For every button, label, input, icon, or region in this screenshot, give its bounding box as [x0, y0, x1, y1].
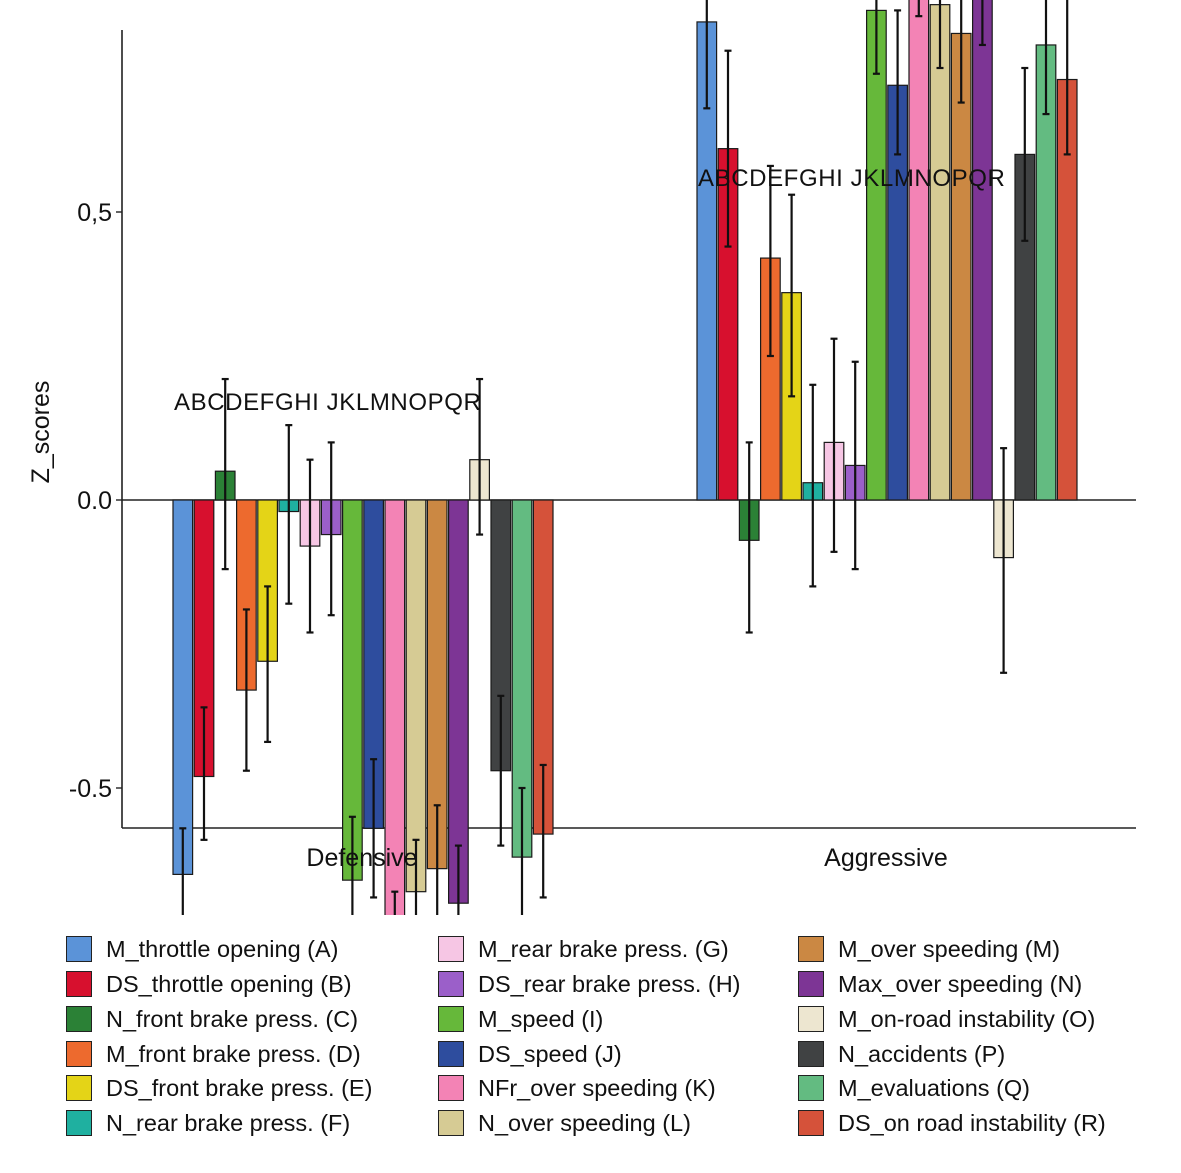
legend-label: DS_on road instability (R) [838, 1109, 1106, 1136]
legend-swatch [66, 936, 92, 962]
legend-item-d: M_front brake press. (D) [66, 1039, 361, 1069]
legend-label: M_evaluations (Q) [838, 1074, 1030, 1101]
legend-item-a: M_throttle opening (A) [66, 934, 339, 964]
bar-l-aggressive [929, 4, 951, 501]
bar-i-aggressive [865, 9, 887, 501]
legend-item-i: M_speed (I) [438, 1004, 603, 1034]
legend: M_throttle opening (A) DS_throttle openin… [66, 930, 1166, 1150]
bars [172, 0, 1078, 915]
category-label-aggressive: Aggressive [824, 844, 948, 872]
legend-item-o: M_on-road instability (O) [798, 1004, 1095, 1034]
legend-label: Max_over speeding (N) [838, 970, 1083, 997]
legend-label: N_over speeding (L) [478, 1109, 691, 1136]
legend-swatch [438, 1075, 464, 1101]
legend-swatch [438, 1041, 464, 1067]
legend-swatch [66, 971, 92, 997]
legend-swatch [438, 936, 464, 962]
legend-swatch [438, 1006, 464, 1032]
legend-swatch [66, 1110, 92, 1136]
legend-item-h: DS_rear brake press. (H) [438, 969, 741, 999]
legend-item-j: DS_speed (J) [438, 1039, 622, 1069]
category-label-defensive: Defensive [306, 844, 417, 872]
legend-label: M_rear brake press. (G) [478, 935, 729, 962]
legend-label: DS_throttle opening (B) [106, 970, 352, 997]
legend-swatch [798, 971, 824, 997]
bar-k-aggressive [908, 0, 930, 501]
legend-swatch [798, 1006, 824, 1032]
legend-label: DS_speed (J) [478, 1040, 622, 1067]
labels: 1.51.00,50.0-0.5-1.0Z_scoresDefensiveAgg… [27, 165, 1005, 872]
legend-swatch [66, 1006, 92, 1032]
bar-l-defensive [405, 499, 427, 893]
legend-swatch [798, 1110, 824, 1136]
legend-swatch [798, 1075, 824, 1101]
y-tick-label: 0,5 [77, 199, 112, 227]
legend-label: M_over speeding (M) [838, 935, 1061, 962]
legend-swatch [66, 1041, 92, 1067]
error-bars [179, 0, 1071, 915]
legend-swatch [438, 1110, 464, 1136]
group-letters-aggressive: ABCDEFGHI JKLMNOPQR [698, 165, 1005, 192]
legend-label: N_rear brake press. (F) [106, 1109, 351, 1136]
legend-item-k: NFr_over speeding (K) [438, 1073, 716, 1103]
legend-item-f: N_rear brake press. (F) [66, 1108, 350, 1138]
legend-item-m: M_over speeding (M) [798, 934, 1060, 964]
legend-label: N_accidents (P) [838, 1040, 1006, 1067]
legend-label: M_on-road instability (O) [838, 1005, 1096, 1032]
legend-label: M_throttle opening (A) [106, 935, 339, 962]
bar-a-defensive [172, 499, 194, 875]
bar-n-aggressive [971, 0, 993, 501]
legend-label: DS_front brake press. (E) [106, 1074, 373, 1101]
bar-n-defensive [448, 499, 469, 904]
legend-item-c: N_front brake press. (C) [66, 1004, 358, 1034]
y-tick-label: 0.0 [77, 487, 112, 515]
legend-label: M_front brake press. (D) [106, 1040, 361, 1067]
legend-swatch [66, 1075, 92, 1101]
legend-label: DS_rear brake press. (H) [478, 970, 741, 997]
legend-swatch [438, 971, 464, 997]
legend-item-q: M_evaluations (Q) [798, 1073, 1030, 1103]
legend-item-l: N_over speeding (L) [438, 1108, 691, 1138]
chart: 1.51.00,50.0-0.5-1.0Z_scoresDefensiveAgg… [27, 0, 1136, 915]
legend-label: M_speed (I) [478, 1005, 604, 1032]
legend-item-b: DS_throttle opening (B) [66, 969, 352, 999]
y-axis-label: Z_scores [27, 381, 55, 484]
legend-swatch [798, 936, 824, 962]
bar-k-defensive [384, 499, 406, 915]
legend-swatch [798, 1041, 824, 1067]
legend-label: N_front brake press. (C) [106, 1005, 359, 1032]
legend-item-e: DS_front brake press. (E) [66, 1073, 372, 1103]
group-letters-defensive: ABCDEFGHI JKLMNOPQR [174, 389, 481, 416]
legend-item-r: DS_on road instability (R) [798, 1108, 1106, 1138]
legend-item-p: N_accidents (P) [798, 1039, 1005, 1069]
legend-label: NFr_over speeding (K) [478, 1074, 716, 1101]
legend-item-n: Max_over speeding (N) [798, 969, 1082, 999]
legend-item-g: M_rear brake press. (G) [438, 934, 729, 964]
y-tick-label: -0.5 [69, 775, 112, 803]
